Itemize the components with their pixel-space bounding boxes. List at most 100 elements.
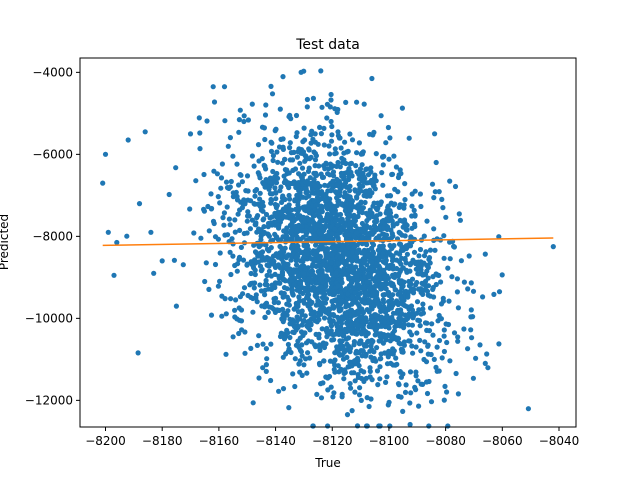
scatter-point [303, 195, 309, 201]
scatter-point [394, 250, 400, 256]
scatter-point [159, 258, 165, 264]
scatter-point [382, 273, 388, 279]
scatter-point [273, 127, 279, 133]
y-tick-label: −4000 [32, 65, 73, 79]
scatter-point [252, 267, 258, 273]
scatter-point [331, 390, 337, 396]
scatter-point [218, 175, 225, 181]
x-tick-label: −8180 [142, 434, 183, 448]
scatter-point [388, 360, 394, 366]
scatter-point [302, 218, 308, 224]
scatter-point [429, 321, 435, 327]
scatter-point [309, 268, 315, 274]
scatter-point [277, 106, 283, 112]
scatter-point [439, 355, 445, 361]
scatter-point [380, 162, 386, 168]
scatter-point [393, 355, 399, 361]
scatter-point [202, 278, 208, 285]
scatter-point [241, 118, 247, 125]
scatter-point [263, 368, 269, 374]
scatter-point [247, 226, 253, 232]
scatter-point [412, 221, 418, 227]
scatter-point [236, 182, 242, 188]
scatter-point [249, 280, 255, 286]
scatter-point [305, 207, 311, 213]
scatter-point [256, 375, 262, 381]
scatter-point [373, 178, 379, 184]
scatter-point [245, 209, 251, 215]
scatter-point [328, 188, 334, 194]
scatter-point [349, 370, 355, 376]
scatter-point [433, 159, 439, 166]
scatter-point [262, 136, 268, 143]
scatter-point [275, 300, 281, 306]
scatter-point [311, 256, 317, 262]
scatter-point [408, 390, 414, 396]
scatter-point [417, 337, 423, 343]
scatter-point [263, 102, 269, 108]
scatter-point [319, 104, 325, 110]
scatter-point [324, 101, 330, 107]
scatter-point [396, 204, 402, 210]
scatter-point [318, 395, 325, 401]
x-axis-title: True [314, 456, 341, 470]
scatter-point [263, 177, 269, 183]
scatter-point [411, 207, 417, 213]
scatter-point [353, 163, 359, 169]
scatter-point [431, 226, 437, 232]
scatter-point [374, 207, 380, 213]
x-axis: −8200 −8180 −8160 −8140 −8120 −8100 −8080 −8060… [85, 427, 579, 448]
scatter-point [325, 276, 331, 282]
scatter-point [414, 330, 420, 336]
scatter-point [252, 222, 258, 228]
scatter-point [484, 351, 490, 357]
scatter-point [350, 204, 357, 210]
scatter-point [332, 369, 338, 375]
scatter-point [444, 389, 450, 395]
scatter-point [251, 285, 257, 291]
scatter-point [426, 328, 433, 334]
scatter-point [422, 339, 428, 345]
scatter-point [248, 270, 254, 277]
scatter-point [347, 381, 353, 387]
scatter-point [237, 294, 243, 300]
scatter-point [399, 105, 405, 111]
scatter-point [438, 279, 444, 285]
scatter-point [445, 265, 451, 271]
scatter-point [381, 225, 387, 231]
scatter-point [338, 366, 344, 372]
scatter-point [234, 161, 240, 167]
scatter-point [295, 182, 301, 188]
scatter-point [252, 188, 258, 194]
scatter-point [491, 291, 497, 297]
scatter-point [332, 357, 338, 363]
scatter-point [287, 316, 293, 322]
scatter-point [321, 125, 327, 131]
scatter-point [409, 225, 415, 231]
scatter-point [342, 139, 348, 145]
scatter-point [340, 160, 346, 166]
scatter-point [461, 326, 467, 332]
scatter-point [289, 252, 295, 258]
scatter-point [266, 257, 272, 263]
scatter-point [383, 379, 389, 385]
scatter-point [390, 300, 396, 306]
scatter-point [233, 297, 239, 303]
scatter-point [366, 274, 372, 280]
scatter-point [374, 325, 380, 331]
scatter-point [215, 194, 221, 200]
scatter-point [268, 377, 274, 384]
scatter-point [275, 254, 281, 260]
scatter-point [283, 204, 289, 210]
scatter-point [420, 301, 426, 307]
scatter-point [326, 143, 332, 149]
scatter-point [212, 261, 219, 268]
scatter-point [317, 243, 323, 249]
scatter-point [250, 400, 256, 406]
scatter-point [354, 99, 360, 105]
scatter-point [330, 276, 336, 282]
scatter-point [379, 170, 385, 176]
scatter-point [148, 229, 154, 235]
x-tick-label: −8200 [85, 434, 126, 448]
scatter-point [400, 247, 406, 253]
